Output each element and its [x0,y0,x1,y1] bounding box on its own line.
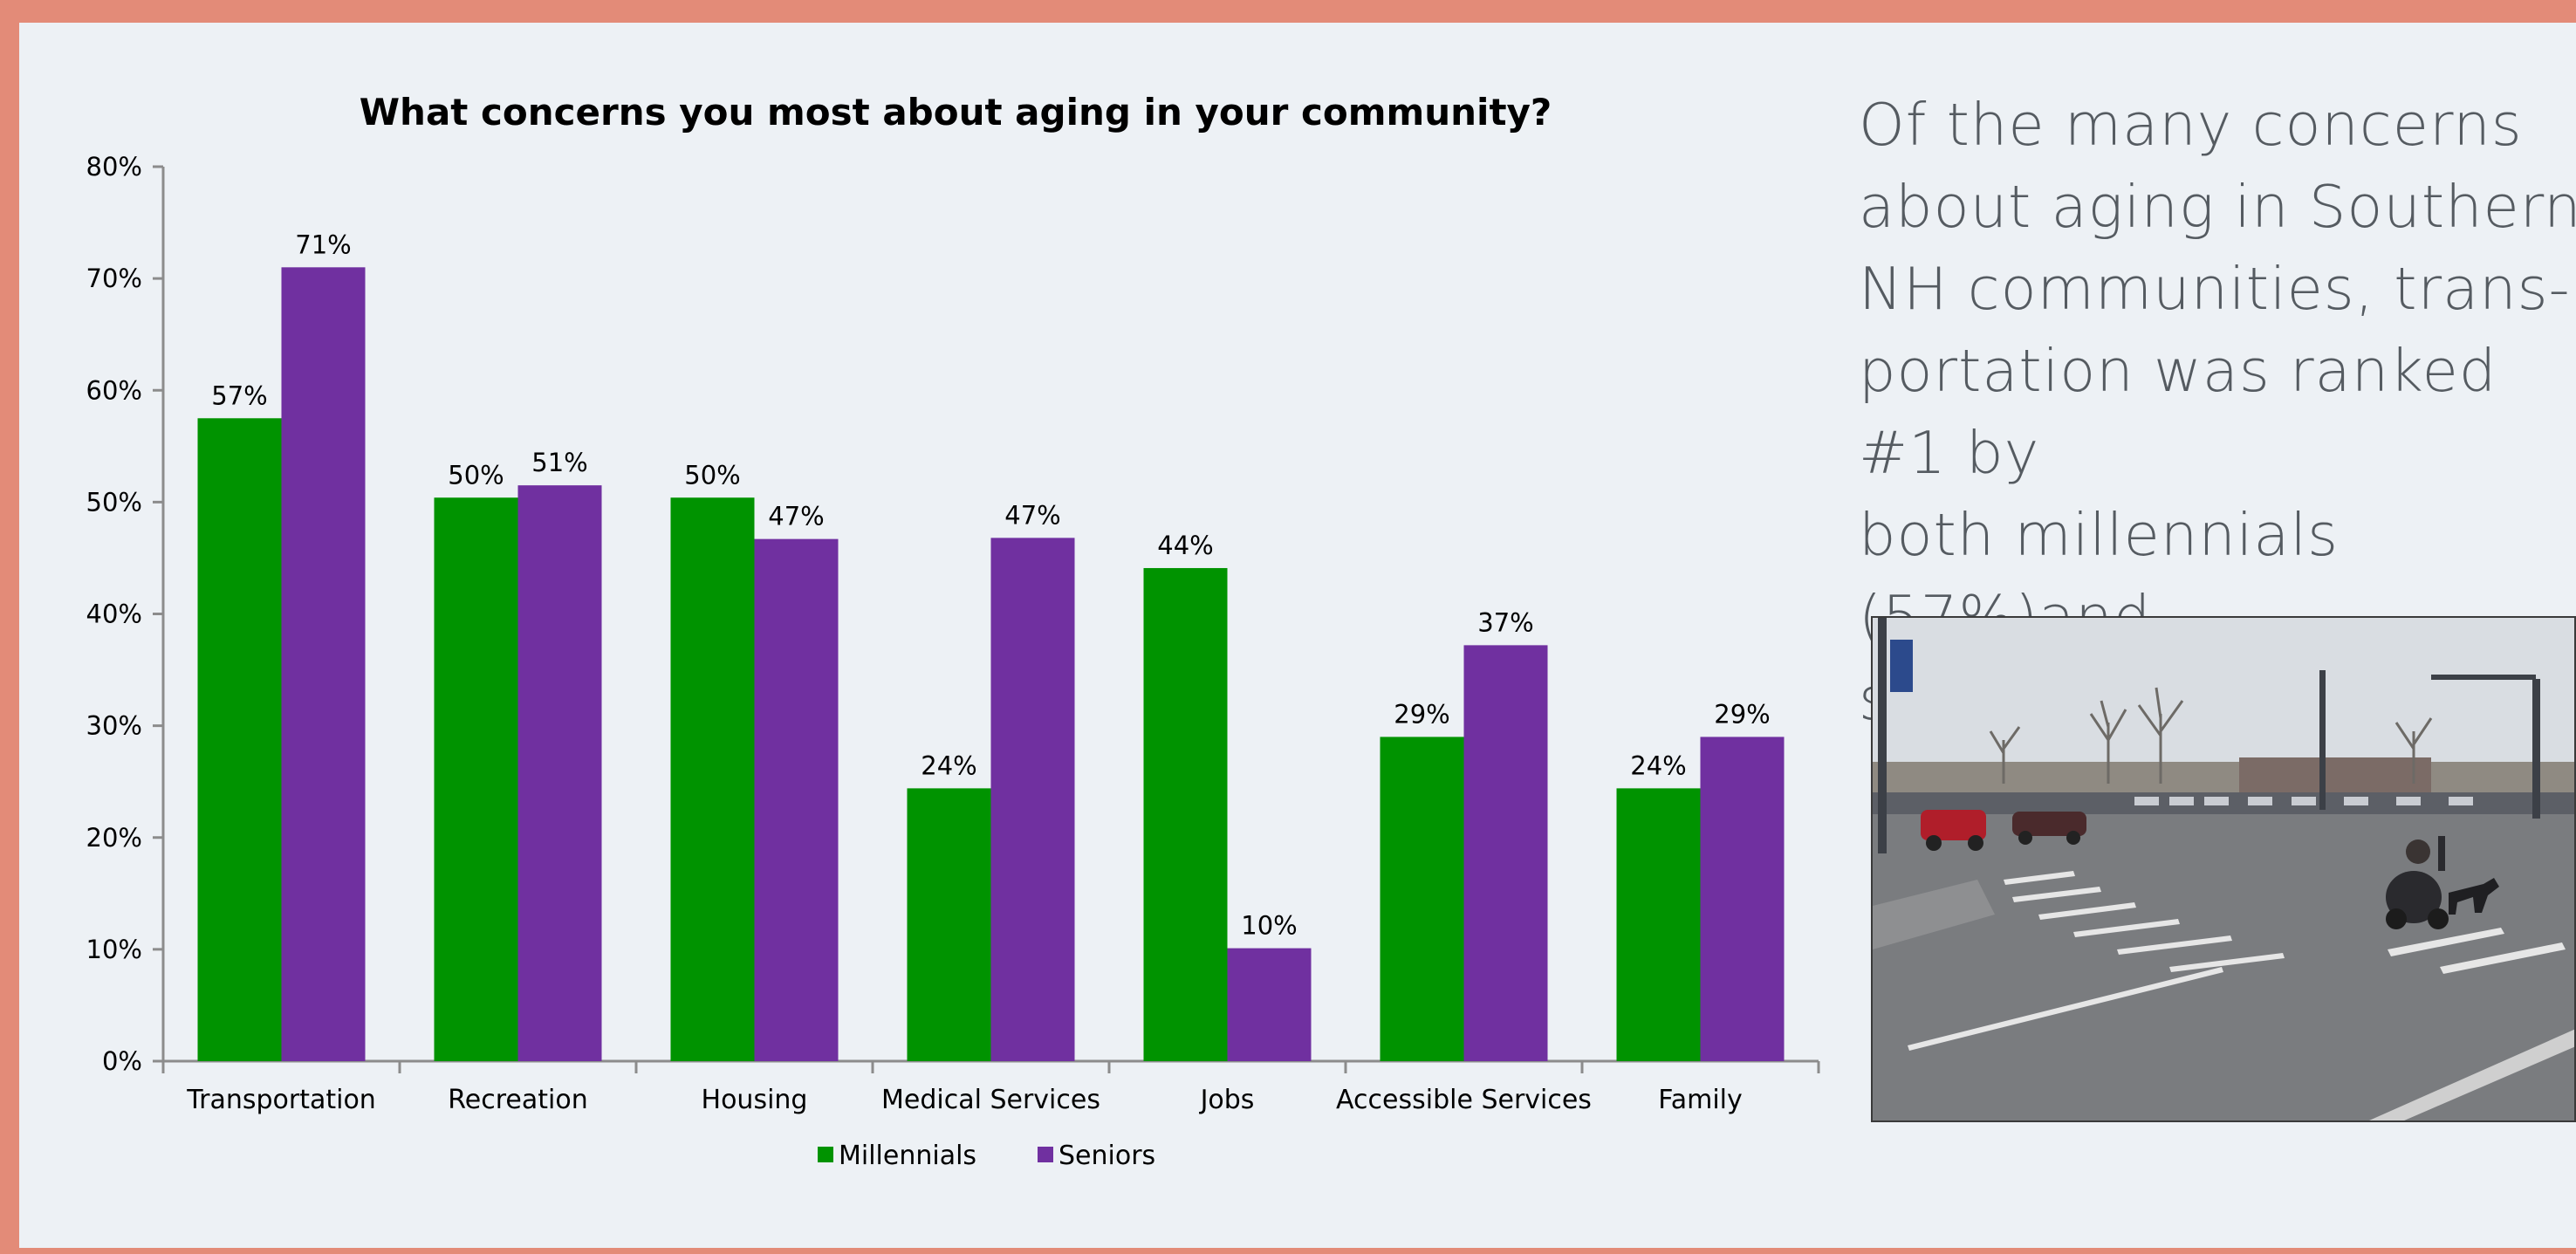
data-label: 37% [1477,607,1533,637]
bar-millennials-transportation [197,418,282,1061]
x-tick-label: Housing [702,1085,808,1115]
y-tick-label: 80% [86,152,142,182]
bar-millennials-accessible-services [1380,737,1464,1061]
data-label: 24% [1630,750,1686,780]
y-tick-label: 50% [86,487,142,517]
bar-seniors-medical-services [990,538,1075,1061]
x-tick-label: Medical Services [881,1085,1100,1115]
bar-seniors-housing [754,538,839,1061]
y-tick-label: 60% [86,375,142,405]
x-tick-label: Transportation [186,1085,376,1115]
y-tick-label: 10% [86,935,142,964]
legend-swatch [1038,1147,1053,1162]
data-label: 24% [921,750,976,780]
data-label: 47% [1004,500,1060,530]
bar-chart: What concerns you most about aging in yo… [86,91,1820,1171]
data-label: 57% [211,380,267,410]
bar-seniors-family [1700,737,1785,1061]
y-tick-label: 20% [86,823,142,853]
legend-label: Seniors [1058,1141,1155,1171]
x-tick-label: Jobs [1199,1085,1255,1115]
y-tick-label: 40% [86,600,142,629]
bar-millennials-family [1616,788,1701,1061]
x-tick-label: Family [1658,1085,1743,1115]
data-label: 29% [1394,699,1449,729]
chart-title: What concerns you most about aging in yo… [360,91,1552,134]
data-label: 29% [1714,699,1770,729]
data-label: 44% [1157,531,1213,560]
bar-seniors-jobs [1227,948,1312,1061]
bar-millennials-jobs [1143,567,1228,1061]
data-label: 71% [295,230,351,259]
y-tick-label: 30% [86,711,142,741]
y-tick-label: 0% [102,1046,142,1076]
bar-millennials-housing [670,497,755,1061]
data-label: 51% [531,448,587,477]
legend-label: Millennials [839,1141,976,1171]
bar-millennials-medical-services [907,788,991,1061]
x-tick-label: Recreation [448,1085,587,1115]
data-label: 50% [448,460,504,490]
bar-seniors-transportation [281,267,366,1061]
data-label: 50% [684,460,740,490]
data-label: 47% [768,502,824,531]
data-label: 10% [1241,911,1297,941]
bar-seniors-recreation [517,485,602,1061]
bar-millennials-recreation [434,497,518,1061]
bar-seniors-accessible-services [1463,645,1548,1061]
y-tick-label: 70% [86,264,142,293]
x-tick-label: Accessible Services [1336,1085,1592,1115]
slide: What concerns you most about aging in yo… [19,23,2576,1248]
legend-swatch [818,1147,833,1162]
street-crosswalk-photo [1871,616,2576,1122]
